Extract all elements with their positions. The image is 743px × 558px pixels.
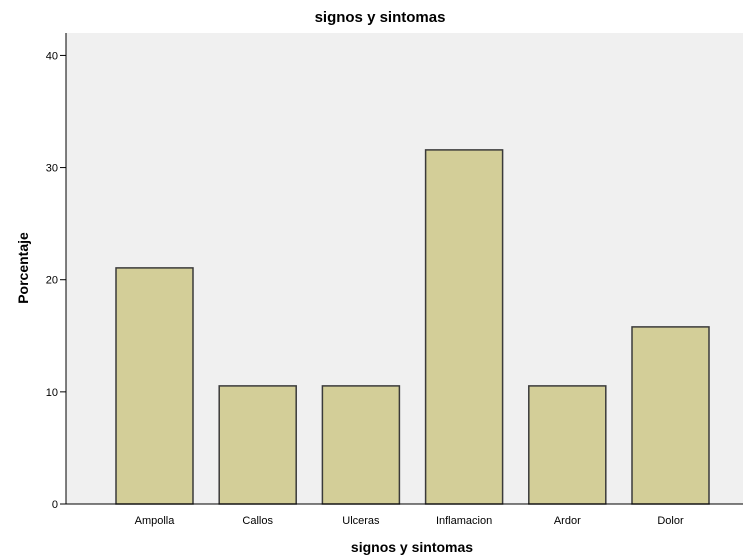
bars-group bbox=[115, 149, 710, 505]
y-tick-label: 30 bbox=[46, 163, 58, 175]
y-tick-label: 40 bbox=[46, 50, 58, 62]
chart-title: signos y sintomas bbox=[315, 9, 446, 26]
y-axis-title: Porcentaje bbox=[15, 232, 31, 304]
x-tick-label: Ulceras bbox=[342, 515, 380, 527]
bar-callos bbox=[218, 385, 297, 505]
x-tick-label: Dolor bbox=[657, 515, 684, 527]
x-tick-label: Inflamacion bbox=[436, 515, 492, 527]
y-tick-label: 10 bbox=[46, 387, 58, 399]
x-axis-title: signos y sintomas bbox=[351, 539, 473, 555]
y-axis: 0 10 20 30 40 bbox=[46, 33, 67, 511]
x-axis: Ampolla Callos Ulceras Inflamacion Ardor Dolo… bbox=[66, 503, 743, 527]
bar-inflamacion bbox=[424, 149, 504, 505]
x-tick-label: Ampolla bbox=[135, 515, 176, 527]
bar-dolor bbox=[631, 326, 710, 505]
y-tick-label: 20 bbox=[46, 275, 58, 287]
bar-ampolla bbox=[115, 267, 194, 505]
x-tick-label: Callos bbox=[242, 515, 273, 527]
bar-ulceras bbox=[321, 385, 401, 505]
x-tick-label: Ardor bbox=[554, 515, 581, 527]
bar-ardor bbox=[528, 385, 607, 505]
y-tick-label: 0 bbox=[52, 499, 58, 511]
